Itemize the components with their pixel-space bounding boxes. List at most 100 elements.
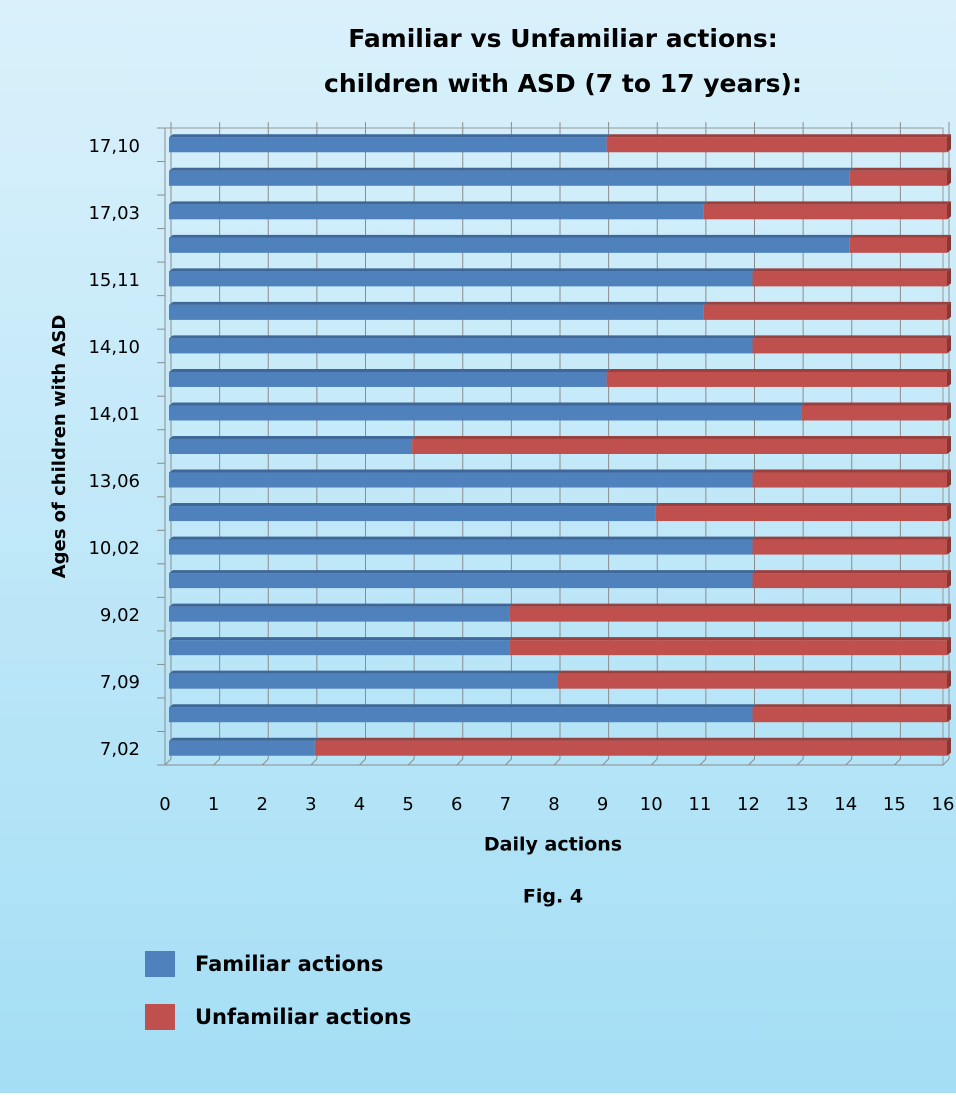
bar-segment — [169, 405, 802, 421]
chart-title: children with ASD (7 to 17 years): — [324, 69, 802, 98]
x-tick-label: 14 — [834, 794, 857, 815]
bar-segment — [169, 338, 753, 354]
bar-end — [947, 134, 951, 153]
y-tick-label: 9,02 — [100, 605, 140, 626]
bar-top — [606, 134, 951, 138]
y-tick-label: 7,02 — [100, 739, 140, 760]
bar-segment — [509, 606, 947, 622]
bar-segment — [703, 304, 947, 320]
bar-end — [947, 637, 951, 656]
bar-top — [169, 402, 806, 406]
bar-end — [947, 570, 951, 589]
bar-top — [606, 368, 951, 372]
x-tick — [213, 758, 220, 766]
bar-top — [169, 301, 708, 305]
bar-top — [655, 503, 951, 507]
bar-top — [752, 469, 951, 473]
x-tick — [407, 758, 415, 766]
bar-end — [947, 436, 951, 454]
x-tick — [748, 758, 755, 766]
bar-end — [947, 335, 951, 354]
bar-end — [947, 704, 951, 723]
bar-segment — [752, 472, 947, 488]
bar-top — [752, 268, 951, 272]
bar-segment — [169, 640, 510, 656]
bar-segment — [169, 271, 753, 287]
bar-top — [703, 201, 951, 205]
bar-segment — [655, 506, 947, 522]
y-tick-label: 14,10 — [88, 337, 140, 358]
bar-segment — [752, 338, 947, 354]
x-tick-label: 16 — [932, 794, 955, 815]
x-tick-label: 15 — [883, 794, 906, 815]
x-tick-label: 11 — [688, 794, 711, 815]
x-tick-label: 5 — [402, 794, 413, 815]
bar-segment — [703, 204, 947, 220]
x-axis-label: Daily actions — [484, 834, 622, 856]
bar-segment — [849, 170, 947, 186]
x-tick-label: 0 — [159, 794, 170, 815]
bar-segment — [752, 539, 947, 555]
legend-swatch — [145, 951, 175, 977]
bar-top — [752, 335, 951, 339]
bar-segment — [169, 573, 753, 589]
bar-segment — [169, 472, 753, 488]
x-tick — [650, 758, 658, 766]
bar-top — [169, 201, 708, 205]
bar-end — [947, 234, 951, 253]
x-tick — [261, 758, 269, 766]
x-tick — [796, 758, 804, 766]
bar-segment — [169, 673, 558, 689]
bar-end — [947, 368, 951, 387]
y-tick-label: 15,11 — [88, 270, 140, 291]
bar-end — [947, 603, 951, 622]
bar-top — [752, 570, 951, 574]
x-tick-label: 9 — [597, 794, 608, 815]
x-tick — [505, 758, 512, 766]
bar-top — [169, 436, 417, 439]
chart-title: Familiar vs Unfamiliar actions: — [348, 24, 778, 53]
bar-end — [947, 301, 951, 320]
y-tick-label: 14,01 — [88, 404, 140, 425]
bar-end — [947, 167, 951, 186]
bar-top — [169, 469, 757, 473]
x-tick-label: 7 — [500, 794, 511, 815]
bar-segment — [169, 371, 607, 387]
caption: Fig. 4 — [523, 886, 583, 908]
bar-top — [558, 670, 951, 674]
bar-segment — [169, 204, 704, 220]
x-tick — [699, 758, 707, 766]
x-tick — [845, 758, 853, 766]
y-tick-label: 13,06 — [88, 471, 140, 492]
bar-top — [169, 737, 319, 741]
bar-end — [947, 201, 951, 220]
bar-top — [169, 503, 660, 507]
bar-top — [169, 167, 854, 171]
y-axis-label: Ages of children with ASD — [49, 315, 70, 579]
bar-segment — [849, 237, 947, 253]
bar-top — [169, 335, 757, 339]
bar-segment — [314, 740, 947, 756]
bar-top — [752, 536, 951, 540]
bar-segment — [169, 740, 315, 756]
y-tick-label: 17,03 — [88, 203, 140, 224]
x-tick-label: 8 — [548, 794, 559, 815]
bar-top — [169, 536, 757, 540]
bar-segment — [169, 304, 704, 320]
x-tick — [456, 758, 464, 766]
bar-end — [947, 536, 951, 555]
x-tick — [942, 758, 950, 766]
x-tick-label: 6 — [451, 794, 462, 815]
legend-swatch — [145, 1004, 175, 1030]
x-tick — [164, 758, 172, 766]
bar-segment — [752, 573, 947, 589]
bar-segment — [558, 673, 947, 689]
bar-segment — [169, 170, 850, 186]
bar-top — [169, 268, 757, 272]
x-tick-label: 13 — [786, 794, 809, 815]
bar-top — [412, 436, 951, 439]
bar-top — [169, 637, 514, 641]
bar-top — [509, 603, 951, 607]
x-tick — [553, 758, 561, 766]
